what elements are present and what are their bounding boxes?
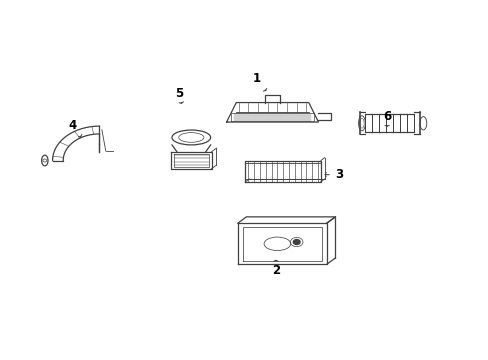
Text: 3: 3 xyxy=(325,168,342,181)
Text: 4: 4 xyxy=(69,118,81,137)
Text: 2: 2 xyxy=(271,260,280,277)
Text: 1: 1 xyxy=(252,72,266,91)
Text: 6: 6 xyxy=(382,110,390,126)
Text: 5: 5 xyxy=(175,87,183,103)
Circle shape xyxy=(293,239,300,244)
